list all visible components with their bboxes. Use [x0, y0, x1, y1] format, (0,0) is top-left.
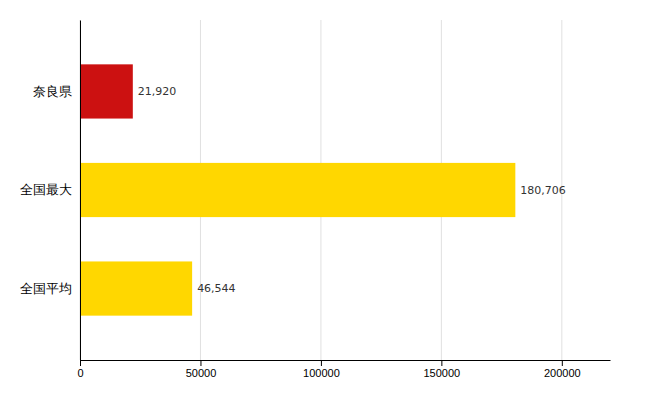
tick: 奈良県 — [33, 84, 72, 99]
grid-line — [80, 20, 81, 360]
tick: 100000 — [303, 360, 340, 379]
bar — [80, 261, 192, 315]
tick: 200000 — [544, 360, 581, 379]
axis-line — [81, 360, 611, 361]
tick: 0 — [77, 360, 83, 379]
bars — [80, 64, 515, 315]
tick-mark — [441, 360, 442, 366]
tick-mark — [200, 360, 201, 366]
tick-label: 200000 — [544, 367, 581, 379]
tick: 全国平均 — [20, 281, 72, 296]
tick-mark — [80, 360, 81, 366]
bar — [80, 163, 515, 217]
data-label: 21,920 — [138, 85, 177, 98]
axis-line — [80, 21, 81, 361]
bar — [80, 64, 133, 118]
y-axis: 全国平均 全国最大 奈良県 — [20, 21, 81, 361]
tick: 全国最大 — [20, 182, 72, 197]
tick: 50000 — [186, 360, 217, 379]
category-label: 全国最大 — [20, 182, 72, 197]
tick-mark — [321, 360, 322, 366]
plot-area: 0 50000 100000 150000 200000 全国平均 全国最大 奈良県 46,54… — [20, 20, 611, 379]
tick-label: 0 — [77, 367, 83, 379]
category-label: 奈良県 — [33, 84, 72, 99]
category-label: 全国平均 — [20, 281, 72, 296]
tick-label: 150000 — [424, 367, 461, 379]
tick-mark — [562, 360, 563, 366]
x-axis: 0 50000 100000 150000 200000 — [77, 360, 610, 379]
chart: 0 50000 100000 150000 200000 全国平均 全国最大 奈良県 46,54… — [0, 0, 650, 400]
grid — [80, 20, 562, 360]
tick: 150000 — [424, 360, 461, 379]
tick-label: 50000 — [186, 367, 217, 379]
data-label: 180,706 — [520, 184, 566, 197]
data-labels: 46,544 180,706 21,920 — [138, 85, 566, 295]
data-label: 46,544 — [197, 282, 236, 295]
tick-label: 100000 — [303, 367, 340, 379]
